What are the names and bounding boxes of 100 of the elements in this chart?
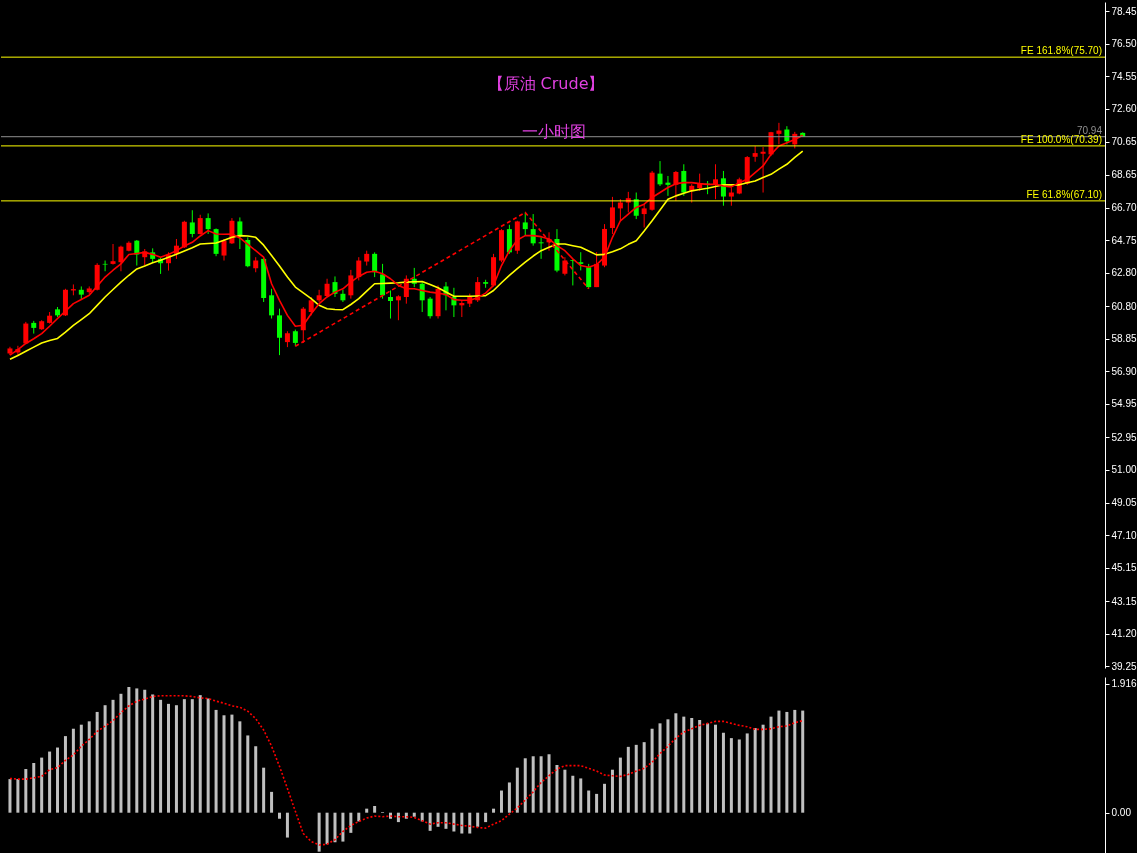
bar	[587, 790, 591, 813]
bar	[349, 812, 353, 833]
ref-line-label: FE 161.8%(75.70)	[1020, 45, 1102, 57]
candlestick	[277, 308, 282, 356]
y-tick-label: 72.60	[1111, 103, 1137, 115]
bar	[618, 757, 622, 813]
bar	[444, 812, 448, 829]
text: 【原油 Crude】	[487, 74, 605, 93]
candlestick	[356, 256, 362, 281]
candlestick	[395, 294, 401, 321]
bar	[753, 728, 757, 813]
bar	[706, 723, 710, 813]
bar	[79, 724, 83, 813]
bar	[341, 812, 345, 842]
bar	[785, 711, 789, 813]
candlestick	[324, 278, 330, 298]
bar	[373, 805, 377, 813]
bar	[325, 812, 329, 845]
y-tick-label: 49.05	[1111, 497, 1137, 509]
bar	[737, 739, 741, 813]
bar	[151, 694, 155, 813]
candlestick	[340, 289, 346, 303]
candlestick	[205, 212, 211, 235]
bar	[182, 699, 186, 813]
candlestick	[522, 211, 528, 237]
bar	[721, 732, 725, 813]
bar	[254, 746, 258, 813]
bar	[682, 716, 686, 813]
ref-line-label: 70.94	[1076, 124, 1103, 136]
bar	[769, 716, 773, 813]
bar	[230, 714, 234, 813]
bar	[174, 705, 178, 813]
bar	[523, 758, 527, 813]
bar	[48, 751, 52, 813]
bar	[452, 812, 456, 832]
candlestick	[681, 163, 687, 197]
bar	[714, 724, 718, 813]
candlestick	[387, 289, 393, 320]
bar	[103, 705, 107, 813]
bar	[412, 812, 416, 817]
bar	[571, 775, 575, 813]
candlestick	[427, 296, 433, 320]
candlestick	[348, 269, 354, 300]
y-tick-label: 39.25	[1111, 660, 1137, 672]
bar	[658, 723, 662, 813]
y-tick-label: 66.70	[1111, 202, 1137, 214]
y-tick-label: 45.15	[1111, 562, 1137, 574]
bar	[468, 812, 472, 834]
y-tick-label: 41.20	[1111, 628, 1137, 640]
bar	[476, 812, 480, 827]
bar	[745, 733, 749, 813]
bar	[690, 717, 694, 813]
bar	[8, 779, 12, 813]
bar	[206, 698, 210, 813]
bar	[63, 736, 67, 813]
candlestick	[316, 289, 322, 303]
candlestick	[609, 196, 615, 235]
bar	[24, 769, 28, 813]
y-tick-label: 1.916	[1111, 678, 1137, 690]
bar	[603, 783, 607, 813]
bar	[666, 719, 670, 813]
candlestick	[506, 224, 512, 255]
bar	[222, 715, 226, 813]
candlestick	[118, 245, 124, 272]
y-tick-label: 70.65	[1111, 136, 1137, 148]
bar	[539, 756, 543, 813]
y-tick-label: 52.95	[1111, 431, 1137, 443]
y-tick-label: 78.45	[1111, 5, 1137, 17]
candlestick	[586, 263, 592, 290]
candlestick	[538, 236, 544, 260]
bar	[428, 812, 432, 831]
bar	[626, 746, 630, 813]
bar	[56, 747, 60, 813]
bar	[40, 757, 44, 813]
ref-line-label: FE 100.0%(70.39)	[1020, 133, 1102, 145]
candlestick	[728, 187, 734, 207]
bar	[729, 738, 733, 813]
bar	[579, 778, 583, 813]
bar	[492, 808, 496, 813]
y-tick-label: 54.95	[1111, 398, 1137, 410]
bar	[634, 744, 638, 813]
bar	[642, 742, 646, 813]
bar	[515, 767, 519, 813]
bar	[499, 790, 503, 813]
candlestick	[372, 251, 378, 278]
bar	[317, 812, 321, 852]
candlestick	[760, 146, 766, 194]
y-tick-label: 60.80	[1111, 300, 1137, 312]
candlestick	[102, 260, 108, 272]
bar	[214, 709, 218, 813]
y-tick-label: 43.15	[1111, 595, 1137, 607]
bar	[95, 711, 99, 813]
bar	[119, 693, 123, 813]
bar	[563, 769, 567, 813]
y-tick-label: 51.00	[1111, 464, 1137, 476]
bar	[285, 812, 289, 838]
y-tick-label: 68.65	[1111, 169, 1137, 181]
bar	[460, 812, 464, 834]
bar	[278, 812, 281, 819]
candlestick	[578, 251, 584, 271]
